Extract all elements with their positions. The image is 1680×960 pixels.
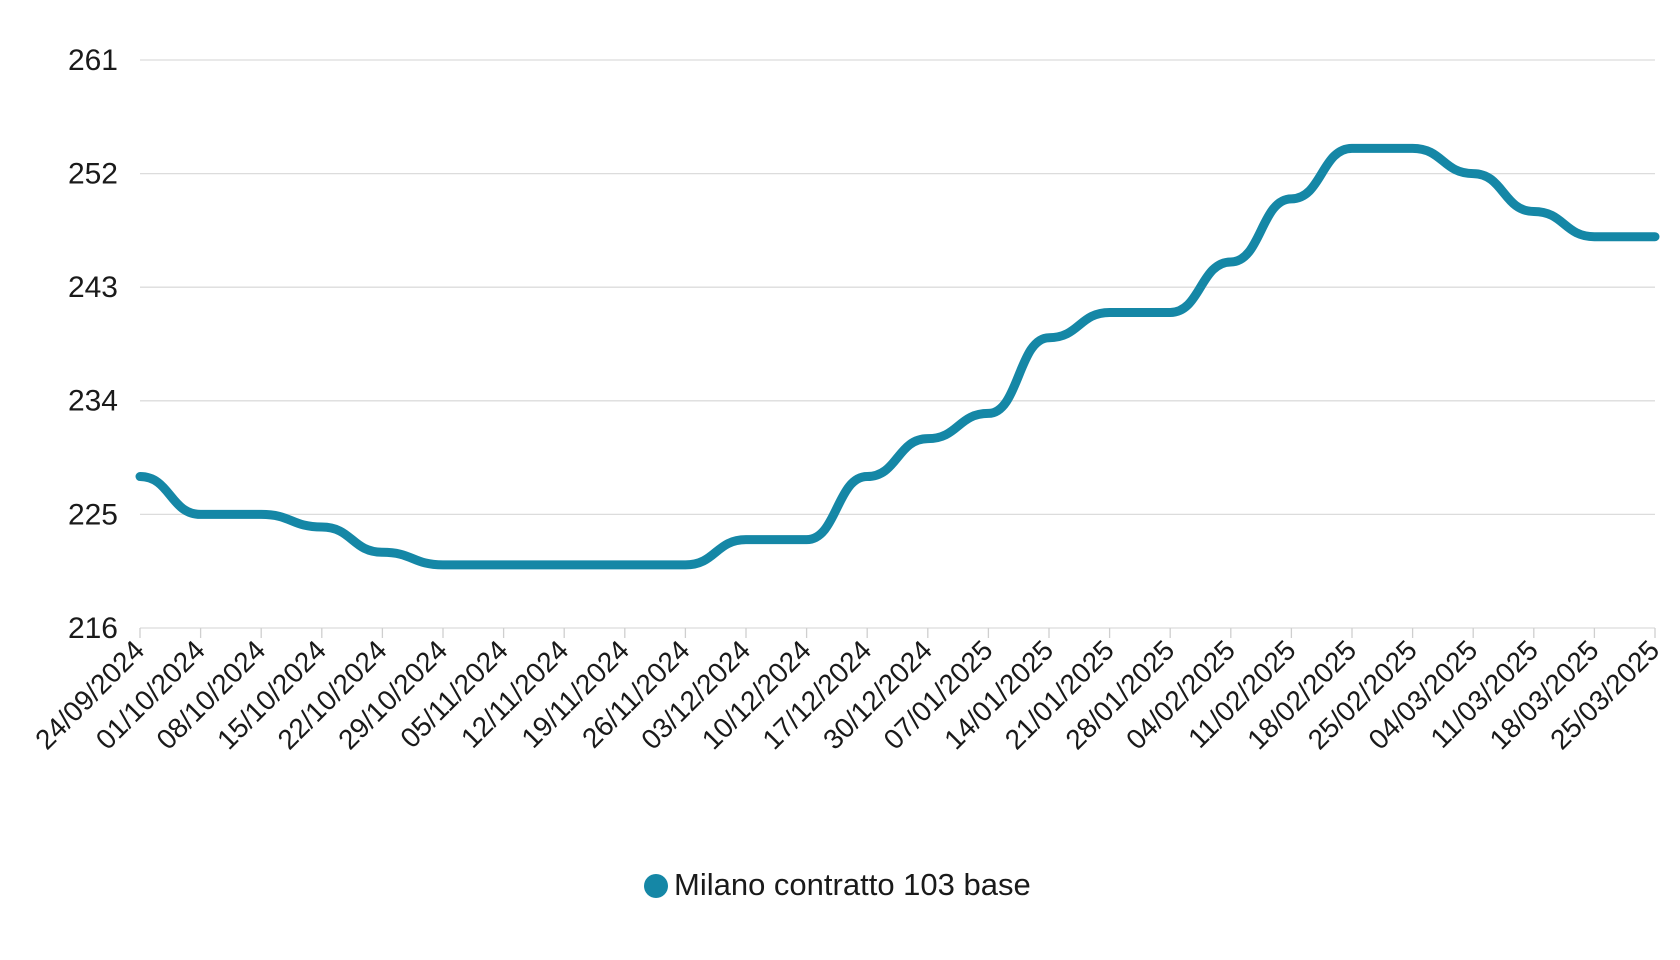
y-tick-label: 216	[68, 612, 118, 645]
x-axis: 24/09/202401/10/202408/10/202415/10/2024…	[29, 628, 1665, 755]
grid-layer	[140, 59, 1655, 629]
legend: Milano contratto 103 base	[644, 867, 1031, 902]
y-tick-label: 261	[68, 44, 118, 77]
y-tick-label: 243	[68, 271, 118, 304]
y-tick-label: 252	[68, 158, 118, 191]
series-layer	[135, 143, 1660, 570]
y-tick-label: 225	[68, 498, 118, 531]
legend-label: Milano contratto 103 base	[674, 867, 1031, 902]
series-line	[135, 143, 1660, 570]
y-axis: 216 225 234 243 252 261	[68, 44, 118, 645]
y-tick-label: 234	[68, 385, 118, 418]
legend-marker	[644, 874, 668, 898]
